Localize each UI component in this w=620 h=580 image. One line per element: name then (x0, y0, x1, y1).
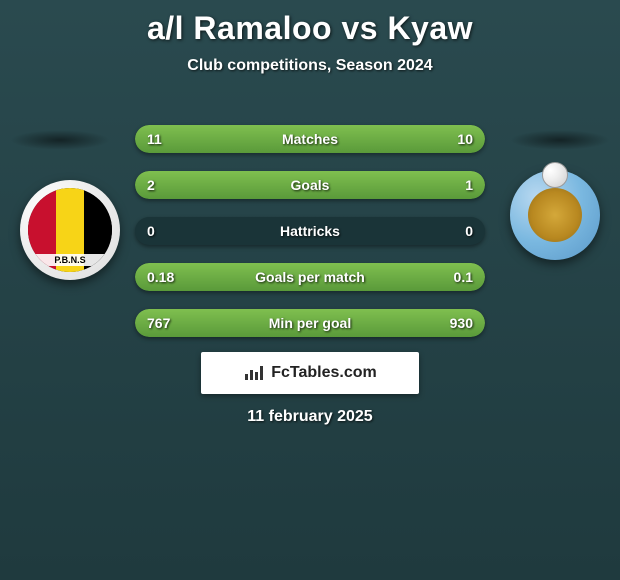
branding-badge: FcTables.com (201, 352, 419, 394)
team-badge-left: P.B.N.S (20, 180, 120, 280)
badge-shadow-right (510, 130, 610, 150)
page-title: a/l Ramaloo vs Kyaw (0, 0, 620, 47)
stat-row: 00Hattricks (135, 217, 485, 245)
branding-text: FcTables.com (271, 364, 377, 382)
team-badge-right-center (528, 188, 582, 242)
date-label: 11 february 2025 (0, 408, 620, 426)
stat-row: 1110Matches (135, 125, 485, 153)
team-badge-right (510, 170, 600, 260)
team-badge-left-label: P.B.N.S (28, 254, 112, 266)
stat-label: Hattricks (135, 217, 485, 245)
badge-shadow-left (10, 130, 110, 150)
team-badge-left-inner: P.B.N.S (28, 188, 112, 272)
stat-row: 767930Min per goal (135, 309, 485, 337)
stat-label: Goals per match (135, 263, 485, 291)
stat-row: 0.180.1Goals per match (135, 263, 485, 291)
stat-label: Matches (135, 125, 485, 153)
soccer-ball-icon (542, 162, 568, 188)
stat-label: Min per goal (135, 309, 485, 337)
page-subtitle: Club competitions, Season 2024 (0, 57, 620, 75)
chart-icon (243, 364, 265, 382)
stat-row: 21Goals (135, 171, 485, 199)
stats-container: 1110Matches 21Goals 00Hattricks 0.180.1Goal… (135, 125, 485, 355)
stat-label: Goals (135, 171, 485, 199)
